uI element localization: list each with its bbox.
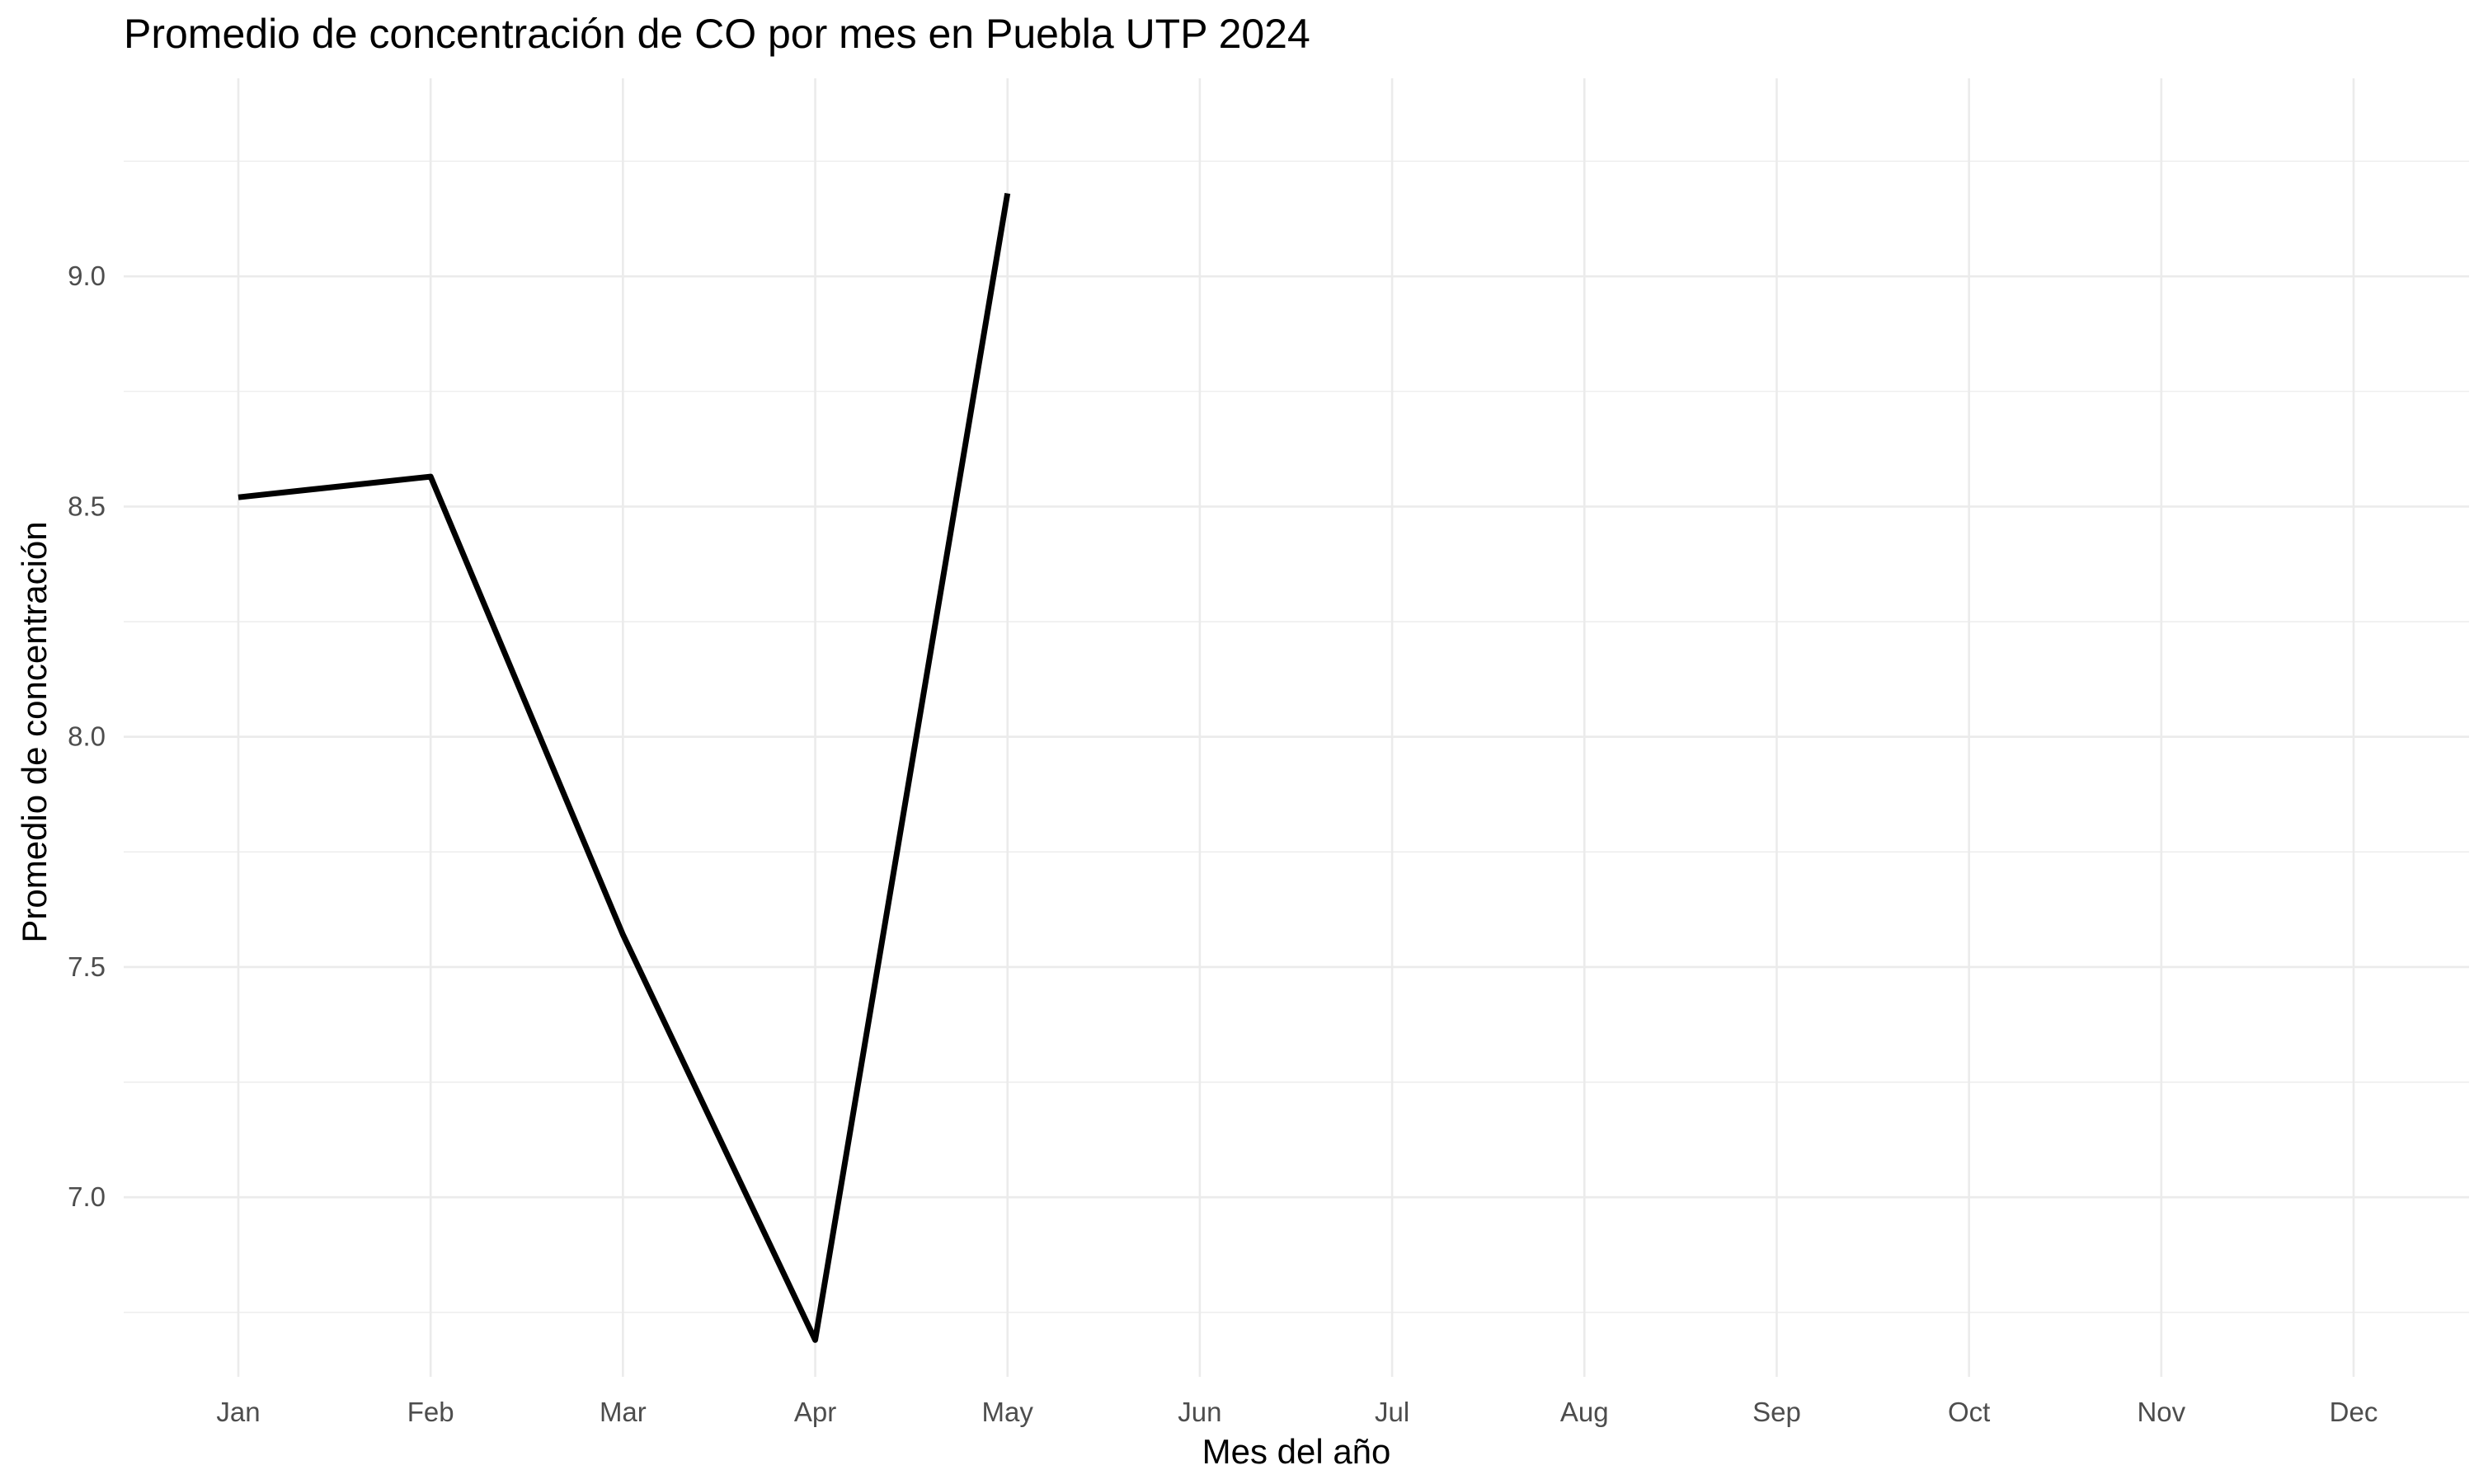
x-tick-label: May: [982, 1397, 1034, 1427]
y-tick-label: 9.0: [68, 261, 106, 291]
x-tick-label: Oct: [1948, 1397, 1990, 1427]
y-axis-ticks: 7.0 7.5 8.0 8.5 9.0: [68, 261, 106, 1212]
x-tick-label: Nov: [2137, 1397, 2185, 1427]
y-tick-label: 7.5: [68, 951, 106, 982]
series-layer: [238, 193, 1011, 1343]
y-tick-label: 8.0: [68, 721, 106, 752]
x-tick-label: Feb: [407, 1397, 454, 1427]
x-tick-label: Jul: [1375, 1397, 1409, 1427]
x-axis-ticks: Jan Feb Mar Apr May Jun Jul Aug Sep Oct Nov Dec: [216, 1397, 2378, 1427]
y-tick-label: 8.5: [68, 491, 106, 521]
x-tick-label: Sep: [1752, 1397, 1801, 1427]
x-axis-title: Mes del año: [1202, 1432, 1391, 1471]
x-tick-label: Jan: [216, 1397, 260, 1427]
x-tick-label: Jun: [1178, 1397, 1221, 1427]
series-line: [238, 193, 1011, 1343]
chart-title: Promedio de concentración de CO por mes …: [124, 11, 1310, 57]
x-tick-label: Mar: [600, 1397, 647, 1427]
gridlines: [124, 78, 2469, 1377]
x-tick-label: Dec: [2330, 1397, 2378, 1427]
y-tick-label: 7.0: [68, 1181, 106, 1212]
x-tick-label: Apr: [794, 1397, 836, 1427]
y-axis-title: Promedio de concentración: [15, 521, 54, 942]
x-tick-label: Aug: [1560, 1397, 1609, 1427]
